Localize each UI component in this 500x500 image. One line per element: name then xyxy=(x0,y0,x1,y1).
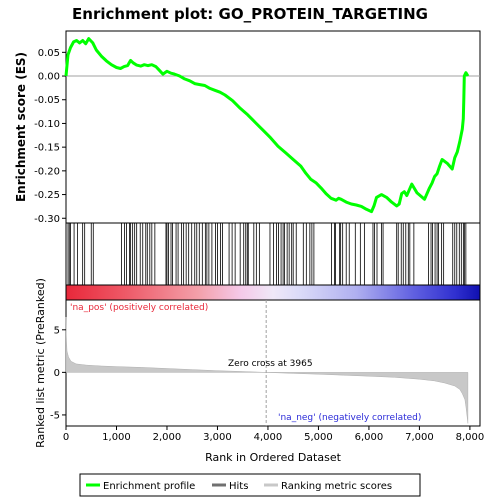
metric-y-axis: 5 0 -5 xyxy=(50,325,66,421)
x-tick-label: 0 xyxy=(63,432,69,443)
hits-group xyxy=(67,223,467,285)
chart-title: Enrichment plot: GO_PROTEIN_TARGETING xyxy=(72,5,428,23)
x-tick-label: 7,000 xyxy=(405,432,434,443)
hits-frame xyxy=(65,222,481,286)
es-y-tick-label: -0.20 xyxy=(34,166,60,177)
legend-metric-label: Ranking metric scores xyxy=(281,481,392,492)
x-axis-label: Rank in Ordered Dataset xyxy=(205,451,342,464)
positive-correlation-label: 'na_pos' (positively correlated) xyxy=(70,303,208,313)
rank-color-bar xyxy=(65,284,481,301)
legend-hits-label: Hits xyxy=(229,481,248,492)
x-tick-label: 6,000 xyxy=(355,432,384,443)
x-tick-label: 3,000 xyxy=(203,432,232,443)
zero-cross-label: Zero cross at 3965 xyxy=(228,359,313,369)
ranking-metric-area xyxy=(65,316,469,424)
es-y-tick-label: 0.05 xyxy=(38,48,60,59)
negative-correlation-label: 'na_neg' (negatively correlated) xyxy=(278,413,421,423)
x-tick-label: 5,000 xyxy=(304,432,333,443)
x-tick-label: 2,000 xyxy=(153,432,182,443)
es-y-tick-label: -0.30 xyxy=(34,214,60,225)
enrichment-profile-line xyxy=(64,37,470,214)
metric-plot-frame xyxy=(65,299,481,427)
x-tick-label: 4,000 xyxy=(254,432,283,443)
x-tick-label: 8,000 xyxy=(456,432,485,443)
es-y-axis: 0.05 0.00 -0.05 -0.10 -0.15 -0.20 -0.25 -0.30 xyxy=(34,48,66,225)
legend-box xyxy=(79,473,421,497)
legend-enrichment-label: Enrichment profile xyxy=(103,481,195,492)
es-y-tick-label: -0.10 xyxy=(34,119,60,130)
metric-x-axis: 0 1,000 2,000 3,000 4,000 5,000 6,000 7,000 8,00… xyxy=(63,426,484,443)
es-y-axis-label: Enrichment score (ES) xyxy=(14,52,28,202)
metric-y-axis-label: Ranked list metric (PreRanked) xyxy=(34,278,47,448)
es-y-tick-label: 0.00 xyxy=(38,72,60,83)
x-tick-label: 1,000 xyxy=(102,432,131,443)
es-y-tick-label: -0.05 xyxy=(34,95,60,106)
metric-y-tick-label: 0 xyxy=(54,368,60,379)
es-y-tick-label: -0.25 xyxy=(34,190,60,201)
metric-y-tick-label: 5 xyxy=(54,325,60,336)
es-y-tick-label: -0.15 xyxy=(34,143,60,154)
metric-y-tick-label: -5 xyxy=(50,410,60,421)
